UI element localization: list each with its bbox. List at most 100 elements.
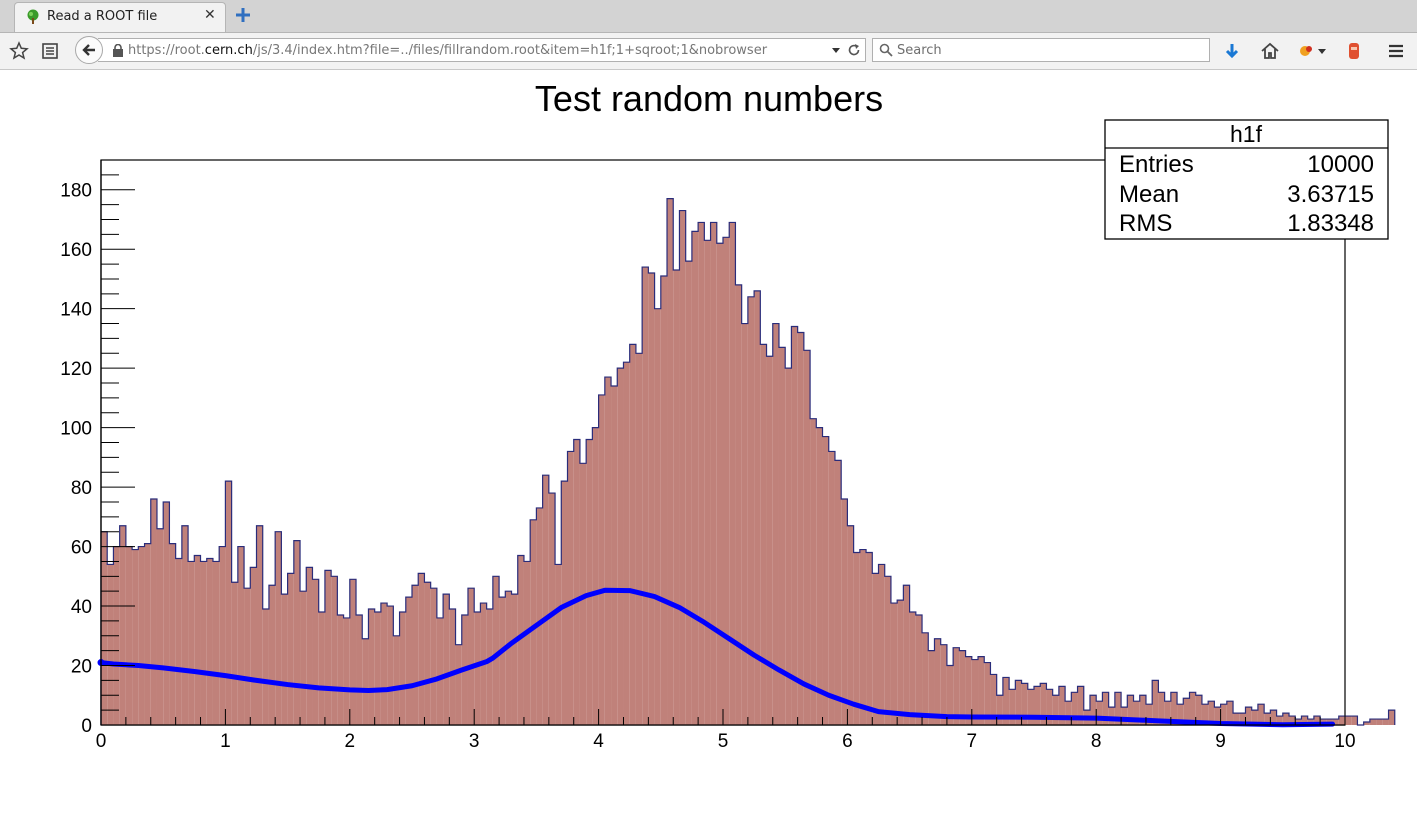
tab-close-icon[interactable]: ✕ <box>204 7 216 23</box>
histogram-bar <box>1388 710 1395 725</box>
home-icon[interactable] <box>1260 41 1280 61</box>
histogram-bar <box>1071 692 1078 725</box>
plot-area <box>97 159 1396 728</box>
search-placeholder: Search <box>897 43 942 58</box>
bookmark-star-icon[interactable] <box>9 41 29 61</box>
y-tick-label: 100 <box>60 419 92 440</box>
histogram-bar <box>959 650 966 725</box>
histogram-bar <box>1058 686 1066 725</box>
histogram-bar <box>667 198 674 725</box>
histogram-bar <box>331 576 338 725</box>
histogram-bar <box>474 612 481 725</box>
menu-icon[interactable] <box>1386 41 1406 61</box>
histogram-bar <box>598 394 605 725</box>
histogram-bar <box>343 617 350 725</box>
histogram-bar <box>119 525 126 725</box>
stats-box-name: h1f <box>1230 121 1263 147</box>
histogram-bar <box>505 591 512 725</box>
histogram-bar <box>300 591 307 725</box>
histogram-bar <box>1220 704 1227 725</box>
histogram-bar <box>156 528 164 725</box>
histogram-bar <box>200 561 207 725</box>
histogram-bar <box>1170 692 1178 725</box>
y-tick-label: 0 <box>81 716 92 737</box>
fit-curve-line <box>98 587 1336 728</box>
histogram-bar <box>747 296 755 725</box>
histogram-bar <box>716 243 723 725</box>
histogram-bar <box>567 451 574 725</box>
histogram-bar <box>1158 692 1165 725</box>
histogram-bar <box>872 573 879 725</box>
histogram-bar <box>1376 719 1383 725</box>
histogram-chart[interactable]: Test random numbers 0 1 2 3 4 5 6 7 8 9 1002040608… <box>0 70 1417 816</box>
histogram-bar <box>455 644 462 725</box>
x-tick-label: 1 <box>220 731 231 752</box>
histogram-bar <box>362 638 369 725</box>
notification-icon[interactable] <box>1344 41 1364 61</box>
reload-icon[interactable] <box>847 43 861 57</box>
stats-mean-label: Mean <box>1119 181 1179 208</box>
histogram-bar <box>1282 713 1290 725</box>
x-tick-label: 6 <box>842 731 853 752</box>
reader-icon[interactable] <box>40 41 60 61</box>
histogram-bar <box>592 427 599 725</box>
histogram-bar <box>629 344 636 725</box>
histogram-bar <box>1077 686 1084 725</box>
new-tab-plus-icon[interactable] <box>234 6 252 24</box>
histogram-bar <box>1002 677 1010 725</box>
page-content: Test random numbers 0 1 2 3 4 5 6 7 8 9 10 0 20 40 60 8… <box>0 70 1417 816</box>
extension-icon[interactable] <box>1296 41 1330 61</box>
histogram-bar <box>1133 701 1140 725</box>
y-tick-label: 20 <box>71 657 92 678</box>
histogram-bar <box>909 612 916 725</box>
histogram-bar <box>1270 710 1277 725</box>
histogram-bar <box>984 662 991 725</box>
search-input[interactable]: Search <box>872 38 1210 62</box>
histogram-bar <box>785 368 792 725</box>
histogram-bar <box>1214 707 1221 725</box>
histogram-bar <box>679 210 686 726</box>
histogram-bar <box>1164 701 1171 725</box>
histogram-bar <box>685 261 692 725</box>
stats-box[interactable]: h1f Entries 10000 Mean 3.63715 RMS 1.833… <box>1104 119 1389 240</box>
histogram-bar <box>760 344 767 725</box>
root-tree-icon <box>27 9 39 24</box>
histogram-bar <box>1289 716 1296 725</box>
histogram-bar <box>1121 707 1128 725</box>
histogram-bar <box>418 573 425 725</box>
x-tick-label: 10 <box>1334 731 1355 752</box>
tab-root-file[interactable]: Read a ROOT file ✕ <box>14 2 226 32</box>
histogram-bar <box>449 609 456 725</box>
histogram-bar <box>374 612 381 725</box>
navigation-toolbar: https://root.cern.ch/js/3.4/index.htm?fi… <box>0 33 1417 70</box>
histogram-bar <box>1363 722 1370 725</box>
histogram-bar <box>237 546 245 725</box>
histogram-bar <box>530 519 537 725</box>
histogram-bar <box>436 617 444 725</box>
histogram-bar <box>579 463 587 725</box>
histogram-bar <box>324 570 332 725</box>
histogram-bar <box>287 573 294 725</box>
y-tick-label: 140 <box>60 300 92 321</box>
histogram-bar <box>673 270 680 725</box>
histogram-bar <box>212 561 220 725</box>
download-icon[interactable] <box>1222 41 1242 61</box>
histogram-bar <box>1046 689 1053 725</box>
histogram-bar <box>262 609 269 725</box>
back-arrow-icon <box>82 44 95 56</box>
histogram-bar <box>648 273 655 725</box>
lock-icon <box>113 44 123 57</box>
histogram-bar <box>368 609 375 725</box>
histogram-bar <box>492 576 500 725</box>
histogram-bar <box>1301 716 1308 725</box>
histogram-bar <box>561 481 568 725</box>
histogram-bar <box>1089 695 1097 725</box>
url-bar[interactable]: https://root.cern.ch/js/3.4/index.htm?fi… <box>98 38 866 62</box>
histogram-bar <box>337 614 344 725</box>
histogram-bar <box>847 525 854 725</box>
url-dropdown-icon[interactable] <box>831 43 841 57</box>
back-button[interactable] <box>75 36 103 64</box>
stats-rms-label: RMS <box>1119 210 1172 237</box>
histogram-bar <box>1338 716 1345 725</box>
histogram-bar <box>822 436 829 725</box>
